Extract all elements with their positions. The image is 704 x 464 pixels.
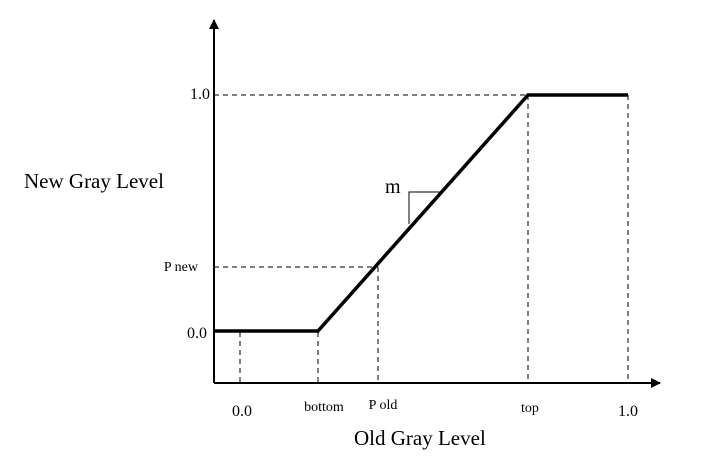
dashed-guides [214,94,629,383]
y-tick-p-new: P new [164,260,199,275]
x-axis-title: Old Gray Level [354,426,486,450]
x-tick-bottom: bottom [304,400,344,415]
x-tick-one: 1.0 [618,403,638,420]
mapping-curve [214,93,628,333]
slope-label: m [385,176,401,198]
x-tick-zero: 0.0 [232,403,252,420]
slope-indicator [408,191,442,224]
x-tick-p-old: P old [369,398,398,413]
y-axis-title: New Gray Level [24,169,164,193]
y-tick-zero: 0.0 [187,325,207,342]
y-tick-one: 1.0 [190,86,210,103]
x-tick-top: top [521,401,539,416]
